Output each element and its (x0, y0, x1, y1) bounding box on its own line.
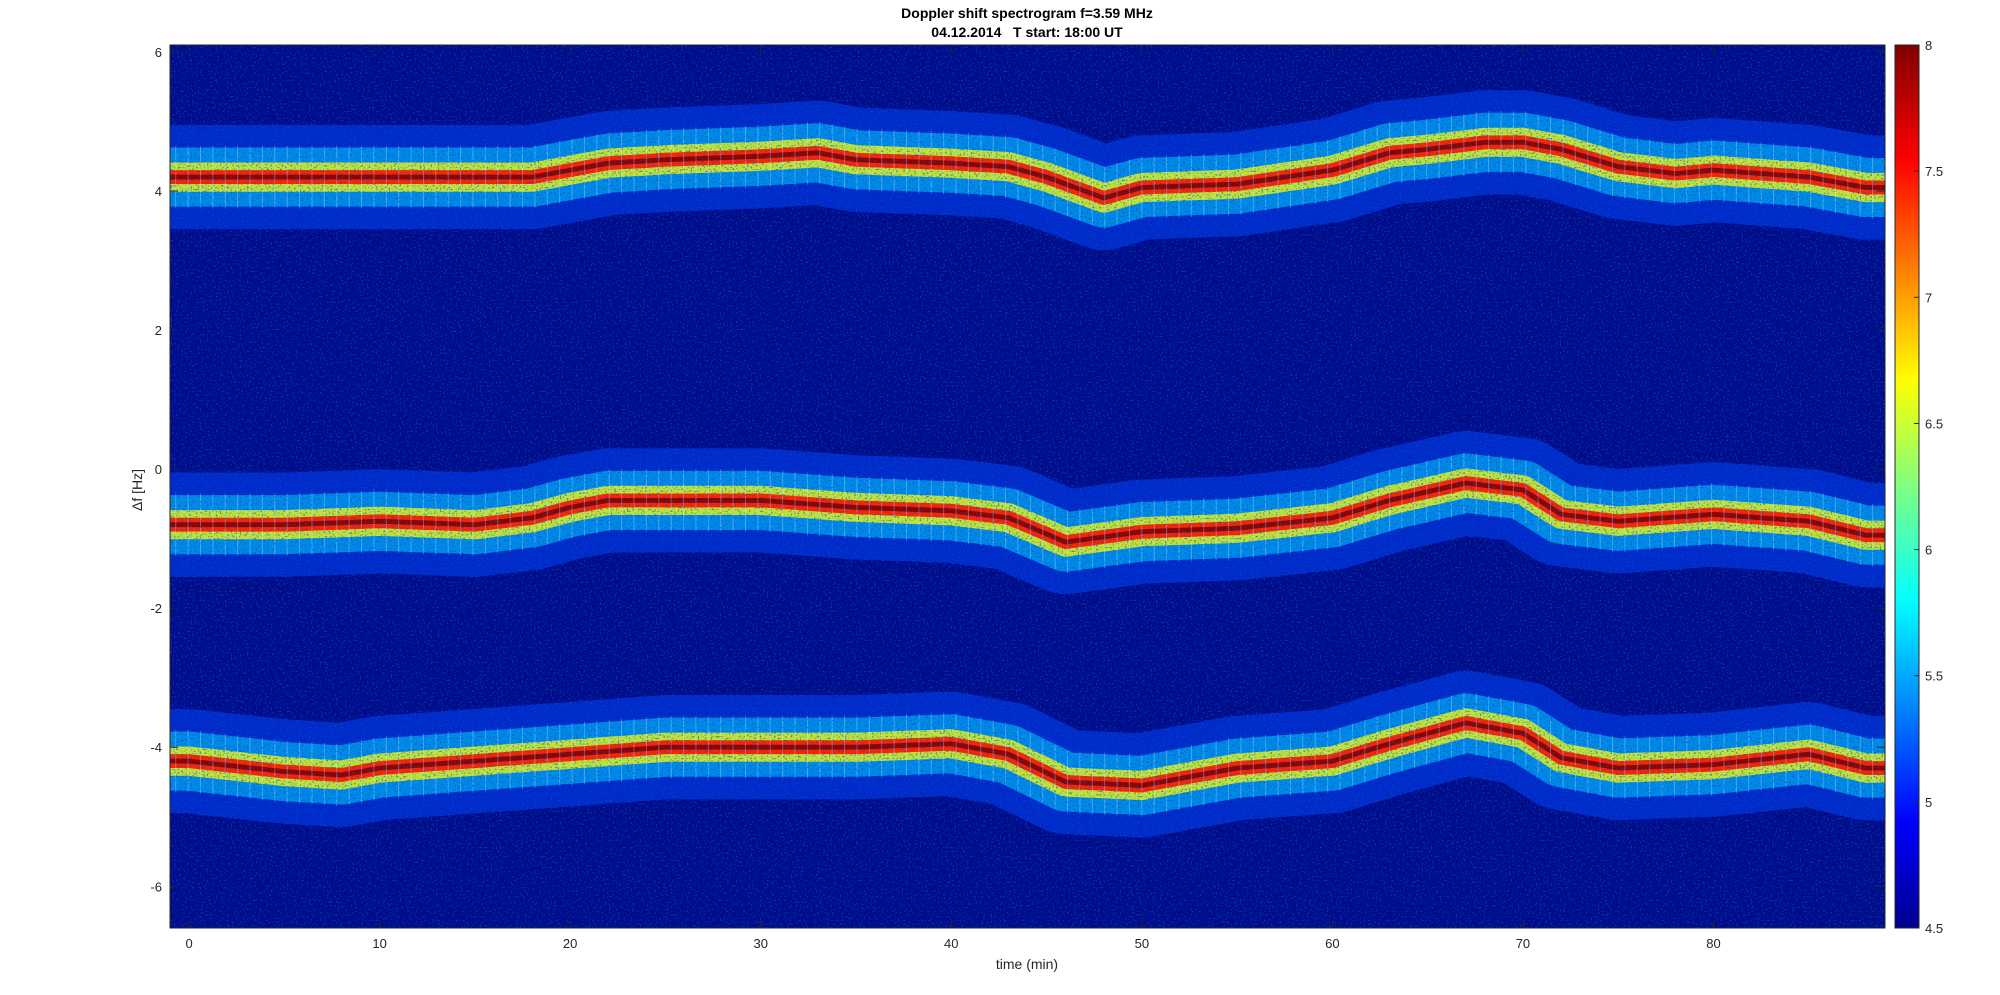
x-tick-label: 20 (563, 936, 577, 951)
colorbar-tick-label: 4.5 (1925, 921, 1943, 936)
plot-frame (169, 44, 1886, 929)
x-tick-label: 30 (753, 936, 767, 951)
y-axis-label: Δf [Hz] (129, 469, 145, 511)
colorbar-tick-label: 8 (1925, 38, 1932, 53)
x-tick-label: 50 (1135, 936, 1149, 951)
colorbar-tick-label: 5 (1925, 795, 1932, 810)
y-tick-label: 2 (155, 323, 162, 338)
colorbar-tick-label: 7.5 (1925, 164, 1943, 179)
speckle-overlay (170, 45, 1885, 928)
colorbar-tick-label: 6.5 (1925, 416, 1943, 431)
x-tick-label: 70 (1516, 936, 1530, 951)
colorbar-ticks: 4.5 5 5.5 6 6.5 7 7.5 8 (1914, 38, 1943, 936)
x-tick-label: 10 (372, 936, 386, 951)
x-tick-label: 0 (185, 936, 192, 951)
x-axis-ticks: 0 10 20 30 40 50 60 70 80 (185, 45, 1721, 951)
plot-area (169, 44, 1886, 929)
x-tick-label: 60 (1325, 936, 1339, 951)
y-tick-label: -4 (150, 740, 162, 755)
colorbar-tick-label: 6 (1925, 543, 1932, 558)
y-tick-label: 0 (155, 462, 162, 477)
chart-subtitle: 04.12.2014 T start: 18:00 UT (931, 24, 1123, 40)
y-tick-label: -6 (150, 879, 162, 894)
colorbar-scale (1894, 44, 1920, 929)
y-axis-ticks: -6 -4 -2 0 2 4 6 (150, 45, 1885, 894)
y-tick-label: 4 (155, 184, 162, 199)
x-tick-label: 40 (944, 936, 958, 951)
y-tick-label: -2 (150, 601, 162, 616)
colorbar: 4.5 5 5.5 6 6.5 7 7.5 8 (1894, 38, 1943, 936)
colorbar-tick-label: 7 (1925, 290, 1932, 305)
chart-title: Doppler shift spectrogram f=3.59 MHz (901, 5, 1153, 21)
colorbar-tick-label: 5.5 (1925, 669, 1943, 684)
y-tick-label: 6 (155, 45, 162, 60)
x-axis-label: time (min) (996, 956, 1058, 972)
x-tick-label: 80 (1706, 936, 1720, 951)
